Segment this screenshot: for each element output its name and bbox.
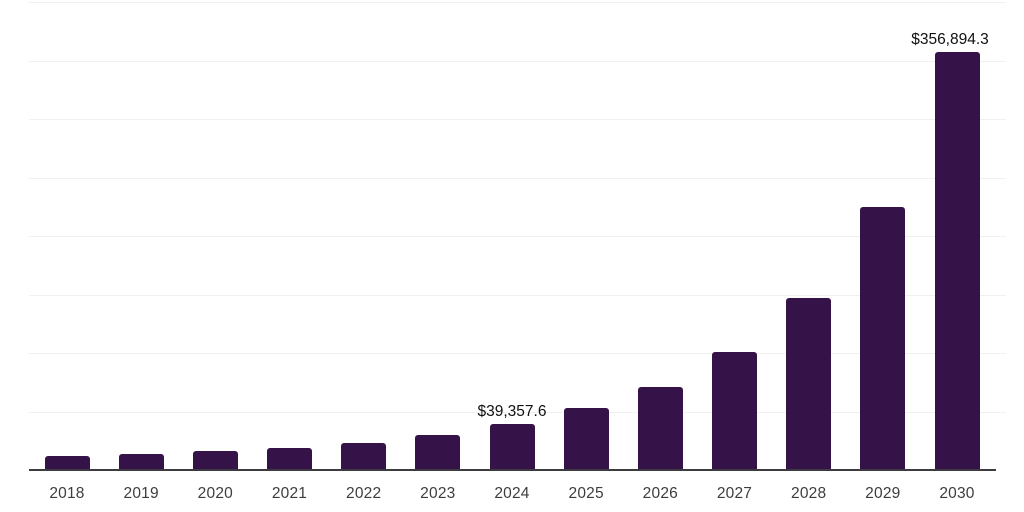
x-axis-label-2020: 2020 (197, 485, 233, 502)
bar-2028[interactable] (786, 297, 832, 470)
x-axis-line (29, 469, 996, 471)
bar-2023[interactable] (415, 435, 461, 470)
gridline-400000 (29, 2, 1006, 3)
gridline-50000 (29, 411, 1006, 413)
x-axis-label-2018: 2018 (49, 485, 85, 502)
bar-2022[interactable] (341, 442, 387, 470)
bar-2021[interactable] (267, 447, 312, 470)
x-axis-label-2029: 2029 (865, 485, 901, 502)
gridline-300000 (29, 119, 1006, 120)
bar-2029[interactable] (860, 206, 906, 470)
x-axis-label-2023: 2023 (420, 485, 456, 502)
gridline-150000 (29, 294, 1006, 296)
data-label-2030: $356,894.3 (911, 31, 989, 49)
x-axis-label-2021: 2021 (271, 485, 308, 502)
bar-2030[interactable] (934, 52, 980, 470)
gridline-350000 (29, 60, 1006, 62)
bar-2020[interactable] (192, 450, 238, 470)
bar-2027[interactable] (712, 351, 757, 470)
bar-2024[interactable] (489, 423, 535, 470)
x-axis-label-2030: 2030 (939, 485, 975, 502)
x-axis-label-2027: 2027 (716, 485, 753, 502)
x-axis-label-2019: 2019 (123, 485, 159, 502)
bar-2025[interactable] (563, 408, 609, 470)
x-axis-label-2025: 2025 (568, 485, 604, 502)
bar-2019[interactable] (118, 453, 164, 470)
gridline-100000 (29, 353, 1006, 354)
x-axis-label-2022: 2022 (346, 485, 382, 502)
x-axis-label-2028: 2028 (791, 485, 827, 502)
bar-2026[interactable] (637, 387, 683, 470)
x-axis-label-2026: 2026 (642, 485, 678, 502)
bar-2018[interactable] (44, 455, 90, 470)
x-axis-label-2024: 2024 (494, 485, 530, 502)
data-label-2024: $39,357.6 (477, 402, 547, 420)
gridline-200000 (29, 236, 1006, 237)
gridline-250000 (29, 177, 1006, 179)
